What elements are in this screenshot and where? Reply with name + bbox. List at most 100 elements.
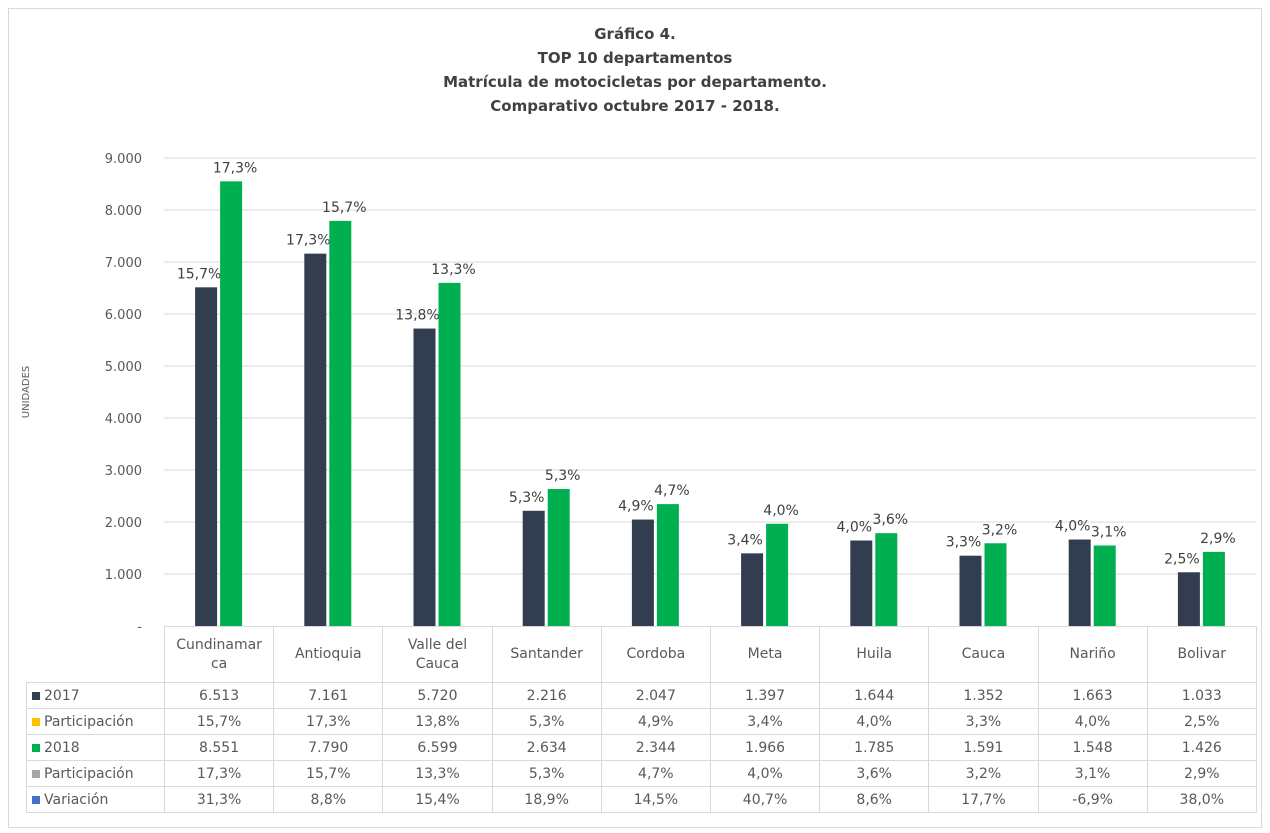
legend-key — [32, 691, 40, 700]
row-label: Variación — [26, 786, 165, 813]
table-cell: 2.344 — [600, 734, 711, 761]
category-label: Huila — [819, 626, 930, 683]
table-cell: 13,3% — [382, 760, 493, 787]
bar-data-label: 4,9% — [618, 499, 654, 515]
y-tick-label: 6.000 — [105, 308, 142, 323]
table-cell: 18,9% — [491, 786, 602, 813]
category-label: Cundinamar ca — [163, 626, 275, 683]
table-row: Participación 15,7% 17,3% 13,8% 5,3% 4,9% 3,4%… — [26, 708, 1257, 735]
y-tick-label: 8.000 — [105, 204, 142, 219]
legend-key — [32, 717, 40, 726]
table-row: Participación 17,3% 15,7% 13,3% 5,3% 4,7% 4,0%… — [26, 760, 1257, 787]
category-label: Cauca — [928, 626, 1039, 683]
table-cell: 7.161 — [273, 682, 384, 709]
bar-2017 — [413, 328, 436, 626]
bar-data-label: 3,6% — [873, 512, 909, 528]
table-cell: 1.352 — [928, 682, 1039, 709]
category-label: Cordoba — [600, 626, 711, 683]
table-cell: 5,3% — [491, 708, 602, 735]
data-table: Cundinamar ca Antioquia Valle del Cauca Santa… — [26, 626, 1257, 813]
table-cell: 1.663 — [1037, 682, 1148, 709]
table-cell: 3,2% — [928, 760, 1039, 787]
y-tick-label: 4.000 — [105, 412, 142, 427]
table-cell: 4,0% — [1037, 708, 1148, 735]
table-cell: 1.644 — [819, 682, 930, 709]
table-cell: 1.966 — [709, 734, 821, 761]
table-cell: 7.790 — [273, 734, 384, 761]
table-cell: 1.785 — [819, 734, 930, 761]
row-label: 2017 — [26, 682, 165, 709]
table-row: Variación 31,3% 8,8% 15,4% 18,9% 14,5% 40,7% 8,… — [26, 786, 1257, 813]
table-cell: 14,5% — [600, 786, 711, 813]
y-tick-label: 1.000 — [105, 568, 142, 583]
table-cell: 8,8% — [273, 786, 384, 813]
bar-2017 — [959, 555, 982, 626]
title-line: Comparativo octubre 2017 - 2018. — [490, 97, 780, 115]
bar-data-label: 17,3% — [286, 233, 330, 249]
table-cell: 6.513 — [163, 682, 275, 709]
bar-data-label: 4,0% — [763, 503, 799, 519]
table-cell: 17,3% — [163, 760, 275, 787]
bar-2017 — [304, 253, 327, 627]
bar-data-label: 15,7% — [177, 266, 221, 282]
bar-2018 — [875, 533, 898, 626]
table-cell: 40,7% — [709, 786, 821, 813]
table-cell: 1.548 — [1037, 734, 1148, 761]
table-cell: 5.720 — [382, 682, 493, 709]
category-label: Santander — [491, 626, 602, 683]
table-cell: 38,0% — [1146, 786, 1257, 813]
bar-2017 — [850, 540, 873, 626]
table-cell: 2,5% — [1146, 708, 1257, 735]
table-cell: 4,9% — [600, 708, 711, 735]
bar-2018 — [1093, 545, 1116, 626]
bar-data-label: 13,8% — [395, 308, 439, 324]
table-cell: 17,7% — [928, 786, 1039, 813]
bar-data-label: 5,3% — [545, 468, 581, 484]
row-label: Participación — [26, 760, 165, 787]
table-cell: 2.047 — [600, 682, 711, 709]
table-cell: 8,6% — [819, 786, 930, 813]
bar-data-label: 3,3% — [946, 535, 982, 551]
category-label: Meta — [709, 626, 821, 683]
legend-key — [32, 769, 40, 778]
legend-key — [32, 743, 40, 752]
table-cell: 5,3% — [491, 760, 602, 787]
bar-2017 — [1177, 572, 1200, 626]
row-label: Participación — [26, 708, 165, 735]
table-cell: 8.551 — [163, 734, 275, 761]
table-cell: 17,3% — [273, 708, 384, 735]
bar-data-label: 15,7% — [322, 200, 366, 216]
bar-data-label: 4,7% — [654, 483, 690, 499]
bar-2018 — [438, 282, 461, 626]
table-cell: 3,3% — [928, 708, 1039, 735]
table-cell: 2.634 — [491, 734, 602, 761]
bar-data-label: 4,0% — [1055, 519, 1091, 535]
table-cell: 2.216 — [491, 682, 602, 709]
bar-2017 — [1068, 539, 1091, 626]
bar-2018 — [984, 543, 1007, 626]
table-cell: 1.397 — [709, 682, 821, 709]
table-cell: 15,7% — [273, 760, 384, 787]
title-line: Matrícula de motocicletas por departamen… — [443, 73, 827, 91]
bar-data-label: 2,5% — [1164, 551, 1200, 567]
table-cell: 3,1% — [1037, 760, 1148, 787]
y-axis-label: UNIDADES — [21, 366, 32, 418]
table-cell: 4,7% — [600, 760, 711, 787]
table-corner — [26, 626, 165, 683]
table-cell: 1.426 — [1146, 734, 1257, 761]
bar-2018 — [329, 220, 352, 627]
bar-2018 — [220, 181, 243, 626]
bar-2017 — [631, 519, 654, 626]
chart-title: Gráfico 4. TOP 10 departamentos Matrícul… — [0, 22, 1270, 118]
bar-data-label: 4,0% — [837, 520, 873, 536]
table-row: 2018 8.551 7.790 6.599 2.634 2.344 1.966 1.785 1… — [26, 734, 1257, 761]
y-tick-label: 9.000 — [105, 152, 142, 167]
table-cell: 3,6% — [819, 760, 930, 787]
bar-data-label: 17,3% — [213, 160, 257, 176]
table-cell: 15,7% — [163, 708, 275, 735]
y-tick-label: 5.000 — [105, 360, 142, 375]
table-cell: 31,3% — [163, 786, 275, 813]
table-cell: 1.033 — [1146, 682, 1257, 709]
bar-data-label: 13,3% — [431, 262, 475, 278]
